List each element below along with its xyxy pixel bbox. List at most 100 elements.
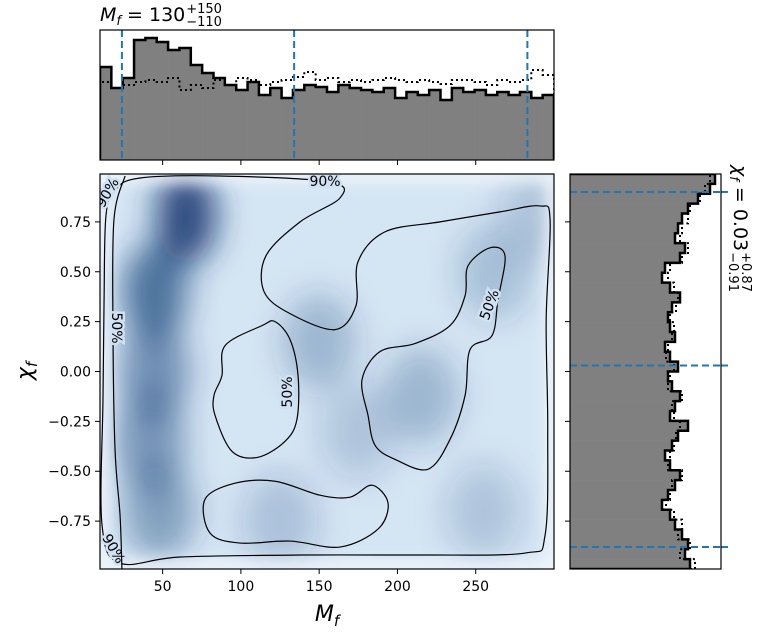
histogram-bar bbox=[570, 480, 675, 491]
histogram-bar bbox=[224, 85, 237, 160]
histogram-bar bbox=[190, 65, 203, 160]
contour-label: 50% bbox=[108, 312, 124, 343]
histogram-bar bbox=[156, 42, 169, 160]
histogram-bar bbox=[570, 381, 672, 392]
title-eq: = 0.03 bbox=[729, 181, 751, 251]
histogram-bar bbox=[111, 88, 123, 160]
y-tick-label: 0.75 bbox=[60, 215, 91, 231]
histogram-bar bbox=[570, 253, 680, 264]
histogram-bar bbox=[485, 95, 498, 160]
histogram-bar bbox=[570, 539, 688, 550]
histogram-bar bbox=[570, 223, 678, 234]
histogram-bar bbox=[570, 282, 670, 293]
histogram-bar bbox=[349, 88, 362, 160]
histogram-bar bbox=[258, 95, 271, 160]
y-tick-label: −0.50 bbox=[48, 464, 91, 480]
density-blob bbox=[242, 473, 318, 569]
histogram-bar bbox=[236, 90, 248, 160]
histogram-bar bbox=[570, 460, 670, 471]
histogram-bar bbox=[570, 351, 670, 362]
axis-label-sub: f bbox=[334, 612, 342, 630]
histogram-bar bbox=[315, 87, 328, 160]
histogram-outline bbox=[570, 174, 717, 569]
histogram-bar bbox=[100, 67, 112, 160]
histogram-bar bbox=[179, 48, 192, 160]
density-blob bbox=[120, 323, 190, 420]
histogram-bar bbox=[570, 361, 678, 372]
density-blob bbox=[282, 293, 357, 390]
contour-line bbox=[112, 175, 126, 569]
histogram-bar bbox=[570, 302, 672, 313]
histogram-bar bbox=[474, 90, 487, 160]
density-blob bbox=[122, 243, 188, 340]
histogram-bar bbox=[570, 332, 675, 343]
histogram-bar bbox=[122, 78, 135, 160]
density-blob bbox=[383, 347, 458, 444]
histogram-bar bbox=[570, 519, 675, 530]
x-tick-label: 50 bbox=[154, 579, 172, 595]
histogram-bar bbox=[570, 420, 688, 432]
title-sub: f bbox=[726, 176, 741, 183]
histogram-bar bbox=[270, 88, 282, 160]
panel-frame bbox=[99, 29, 555, 161]
histogram-bar bbox=[247, 82, 260, 160]
x-tick-label: 200 bbox=[384, 579, 411, 595]
axis-label-var: M bbox=[315, 602, 334, 627]
histogram-bar bbox=[570, 450, 665, 461]
histogram-bar bbox=[570, 312, 668, 323]
density-blob bbox=[320, 383, 397, 480]
histogram-bar bbox=[570, 430, 678, 441]
side-histogram bbox=[570, 174, 721, 569]
contour-label: 50% bbox=[280, 376, 296, 407]
axis-label-sub: f bbox=[23, 359, 41, 367]
title-sup: +150 bbox=[186, 2, 222, 17]
histogram-bar bbox=[508, 95, 521, 160]
histogram-outline-dotted bbox=[570, 174, 711, 569]
contour-line bbox=[361, 246, 506, 471]
histogram-bar bbox=[338, 85, 350, 160]
histogram-bar bbox=[429, 90, 441, 160]
y-tick-label: −0.75 bbox=[48, 514, 91, 530]
histogram-bar bbox=[168, 50, 180, 160]
histogram-bar bbox=[202, 73, 214, 160]
histogram-bar bbox=[570, 213, 682, 224]
histogram-bar bbox=[145, 38, 158, 160]
title-low: −110 bbox=[186, 15, 222, 30]
title-var: χ bbox=[729, 164, 751, 177]
histogram-bar bbox=[327, 92, 339, 160]
title-var: M bbox=[100, 4, 116, 26]
histogram-bar bbox=[406, 92, 419, 160]
contour-line bbox=[212, 320, 300, 459]
histogram-bar bbox=[372, 92, 385, 160]
histogram-bar bbox=[570, 401, 675, 412]
density-blob bbox=[123, 463, 195, 560]
histogram-bar bbox=[570, 470, 680, 481]
histogram-bar bbox=[361, 90, 373, 160]
contour-line bbox=[202, 479, 389, 548]
histogram-bar bbox=[395, 98, 407, 160]
histogram-bar bbox=[531, 98, 543, 160]
histogram-bar bbox=[292, 90, 305, 160]
histogram-bar bbox=[570, 183, 710, 195]
histogram-bar bbox=[570, 272, 662, 283]
histogram-bar bbox=[570, 233, 675, 244]
histogram-bar bbox=[570, 341, 665, 353]
axis-label-var: χ bbox=[13, 366, 38, 381]
axis-label: Mf bbox=[315, 602, 342, 630]
histogram-bar bbox=[570, 193, 698, 204]
y-tick-label: −0.25 bbox=[48, 414, 91, 430]
contour-line bbox=[100, 175, 551, 566]
histogram-bar bbox=[417, 95, 430, 160]
histogram-bar bbox=[570, 203, 688, 214]
histogram-bar bbox=[570, 529, 682, 540]
histogram-bar bbox=[451, 88, 464, 160]
histogram-bar bbox=[304, 85, 316, 160]
histogram-bar bbox=[570, 322, 670, 333]
histogram-bar bbox=[570, 490, 668, 501]
histogram-bar bbox=[542, 95, 554, 160]
title: χf = 0.03 bbox=[726, 164, 751, 251]
y-tick-label: 0.25 bbox=[60, 315, 91, 331]
title: Mf = 130 bbox=[100, 4, 185, 29]
density-blob bbox=[500, 174, 554, 260]
histogram-bar bbox=[570, 243, 685, 254]
